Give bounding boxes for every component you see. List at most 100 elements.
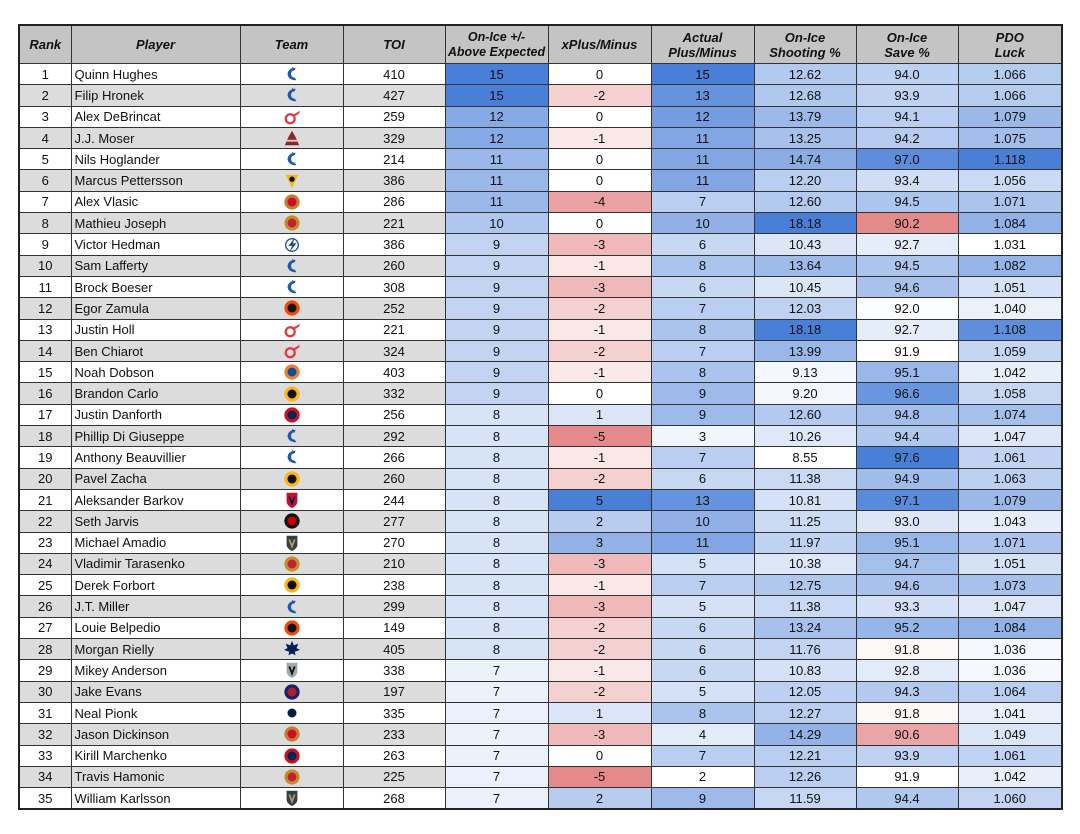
onice-above-expected-cell: 9 (444, 254, 549, 277)
table-row: 1 Quinn Hughes 410 15 0 15 12.62 94.0 1.066 (18, 62, 1063, 86)
onice-shooting-cell: 10.43 (753, 233, 857, 256)
xplusminus-cell: -2 (547, 297, 652, 320)
player-name-cell: Seth Jarvis (70, 510, 241, 533)
onice-above-expected-cell: 9 (444, 275, 549, 299)
onice-save-cell: 94.3 (855, 680, 959, 703)
onice-above-expected-cell: 7 (444, 701, 549, 725)
player-name-cell: Derek Forbort (70, 574, 241, 597)
header-line: On-Ice +/- (467, 29, 526, 44)
table-row: 11 Brock Boeser 308 9 -3 6 10.45 94.6 1.051 (18, 275, 1063, 299)
header-line: On-Ice (886, 29, 928, 45)
rank-cell: 1 (18, 62, 72, 86)
table-row: 18 Phillip Di Giuseppe 292 8 -5 3 10.26 94.4 1.0… (18, 425, 1063, 448)
onice-save-cell: 97.6 (855, 446, 959, 469)
rank-cell: 20 (18, 467, 72, 490)
actual-plusminus-cell: 7 (650, 339, 755, 363)
onice-shooting-cell: 12.26 (753, 765, 857, 789)
header-pdo-luck: PDO Luck (957, 24, 1063, 64)
toi-cell: 386 (342, 233, 446, 256)
team-cell (239, 105, 344, 128)
actual-plusminus-cell: 9 (650, 787, 755, 810)
actual-plusminus-cell: 6 (650, 638, 755, 661)
table-row: 4 J.J. Moser 329 12 -1 11 13.25 94.2 1.075 (18, 126, 1063, 150)
xplusminus-cell: -3 (547, 275, 652, 299)
onice-shooting-cell: 13.79 (753, 105, 857, 128)
header-line: PDO (995, 29, 1024, 45)
table-row: 28 Morgan Rielly 405 8 -2 6 11.76 91.8 1.036 (18, 638, 1063, 661)
toi-cell: 335 (342, 701, 446, 725)
toi-cell: 266 (342, 446, 446, 469)
onice-above-expected-cell: 10 (444, 212, 549, 235)
team-cell (239, 467, 344, 490)
bruins-logo-icon (283, 576, 301, 594)
onice-shooting-cell: 10.45 (753, 275, 857, 299)
rank-cell: 8 (18, 212, 72, 235)
team-cell (239, 510, 344, 533)
header-line: Luck (994, 44, 1025, 60)
onice-above-expected-cell: 15 (444, 84, 549, 107)
xplusminus-cell: -1 (547, 254, 652, 277)
rank-cell: 24 (18, 552, 72, 576)
player-name-cell: J.J. Moser (70, 126, 241, 150)
onice-save-cell: 94.0 (855, 62, 959, 86)
team-cell (239, 62, 344, 86)
pdo-luck-cell: 1.084 (957, 212, 1063, 235)
onice-shooting-cell: 14.29 (753, 723, 857, 746)
onice-above-expected-cell: 12 (444, 126, 549, 150)
header-xplusminus: xPlus/Minus (547, 24, 652, 64)
rank-cell: 12 (18, 297, 72, 320)
xplusminus-cell: 0 (547, 382, 652, 405)
xplusminus-cell: 0 (547, 105, 652, 128)
actual-plusminus-cell: 6 (650, 616, 755, 640)
onice-save-cell: 91.8 (855, 638, 959, 661)
header-rank: Rank (18, 24, 72, 64)
onice-above-expected-cell: 9 (444, 318, 549, 341)
onice-save-cell: 94.9 (855, 467, 959, 490)
toi-cell: 286 (342, 190, 446, 214)
actual-plusminus-cell: 15 (650, 62, 755, 86)
onice-above-expected-cell: 8 (444, 638, 549, 661)
toi-cell: 210 (342, 552, 446, 576)
xplusminus-cell: -2 (547, 339, 652, 363)
onice-above-expected-cell: 7 (444, 744, 549, 767)
onice-save-cell: 92.7 (855, 318, 959, 341)
header-onice-shooting: On-Ice Shooting % (753, 24, 857, 64)
xplusminus-cell: -1 (547, 574, 652, 597)
player-name-cell: Mathieu Joseph (70, 212, 241, 235)
onice-above-expected-cell: 8 (444, 403, 549, 427)
onice-shooting-cell: 11.76 (753, 638, 857, 661)
red-wings-logo-icon (283, 321, 301, 339)
player-name-cell: Alex Vlasic (70, 190, 241, 214)
player-name-cell: Mikey Anderson (70, 659, 241, 682)
rank-cell: 19 (18, 446, 72, 469)
player-name-cell: Egor Zamula (70, 297, 241, 320)
team-cell (239, 616, 344, 640)
rank-cell: 7 (18, 190, 72, 214)
table-row: 16 Brandon Carlo 332 9 0 9 9.20 96.6 1.058 (18, 382, 1063, 405)
team-cell (239, 254, 344, 277)
pdo-luck-cell: 1.066 (957, 84, 1063, 107)
player-name-cell: Kirill Marchenko (70, 744, 241, 767)
team-cell (239, 84, 344, 107)
toi-cell: 292 (342, 425, 446, 448)
actual-plusminus-cell: 13 (650, 84, 755, 107)
xplusminus-cell: 0 (547, 744, 652, 767)
onice-save-cell: 94.8 (855, 403, 959, 427)
actual-plusminus-cell: 5 (650, 680, 755, 703)
player-name-cell: Jason Dickinson (70, 723, 241, 746)
rank-cell: 26 (18, 595, 72, 618)
onice-shooting-cell: 10.38 (753, 552, 857, 576)
table-row: 2 Filip Hronek 427 15 -2 13 12.68 93.9 1.066 (18, 84, 1063, 107)
onice-shooting-cell: 13.99 (753, 339, 857, 363)
onice-above-expected-cell: 7 (444, 765, 549, 789)
player-name-cell: Victor Hedman (70, 233, 241, 256)
team-cell (239, 531, 344, 554)
onice-save-cell: 91.9 (855, 765, 959, 789)
header-line: Plus/Minus (668, 44, 737, 60)
toi-cell: 214 (342, 148, 446, 171)
actual-plusminus-cell: 11 (650, 126, 755, 150)
pdo-luck-cell: 1.071 (957, 531, 1063, 554)
toi-cell: 260 (342, 467, 446, 490)
onice-shooting-cell: 9.20 (753, 382, 857, 405)
onice-above-expected-cell: 8 (444, 425, 549, 448)
